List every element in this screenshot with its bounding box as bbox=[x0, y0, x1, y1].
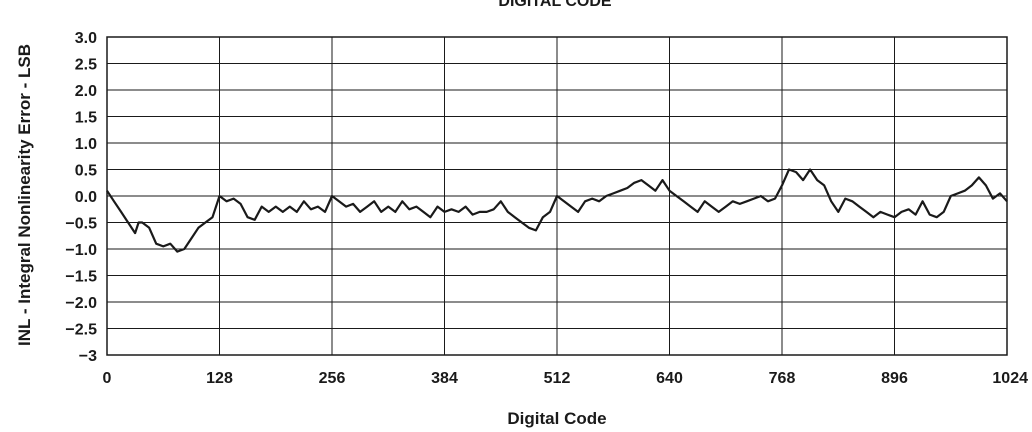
y-tick-label: −2.5 bbox=[65, 322, 97, 339]
x-tick-labels: 0 128 256 384 512 640 768 896 1024 bbox=[103, 370, 1029, 387]
x-tick-label: 128 bbox=[206, 370, 233, 387]
y-tick-label: −3 bbox=[79, 348, 97, 365]
y-tick-label: 1.5 bbox=[75, 110, 97, 127]
x-tick-label: 768 bbox=[769, 370, 796, 387]
x-tick-label: 896 bbox=[881, 370, 908, 387]
y-tick-label: −1.0 bbox=[65, 242, 97, 259]
x-axis-title: Digital Code bbox=[507, 409, 606, 428]
y-tick-labels: 3.0 2.5 2.0 1.5 1.0 0.5 0.0 −0.5 −1.0 −1.5 −2.0 −2.… bbox=[65, 30, 97, 365]
x-tick-label: 512 bbox=[544, 370, 571, 387]
y-tick-label: 1.0 bbox=[75, 136, 97, 153]
y-tick-label: 2.0 bbox=[75, 83, 97, 100]
y-axis-title: INL - Integral Nonlinearity Error - LSB bbox=[15, 44, 34, 346]
y-tick-label: 2.5 bbox=[75, 57, 97, 74]
x-tick-label: 640 bbox=[656, 370, 683, 387]
x-tick-label: 384 bbox=[431, 370, 458, 387]
y-tick-label: −0.5 bbox=[65, 216, 97, 233]
y-tick-label: −2.0 bbox=[65, 295, 97, 312]
x-tick-label: 0 bbox=[103, 370, 112, 387]
y-tick-label: 3.0 bbox=[75, 30, 97, 47]
plot-area bbox=[106, 36, 1008, 356]
x-tick-label: 256 bbox=[319, 370, 346, 387]
y-tick-label: 0.0 bbox=[75, 189, 97, 206]
y-tick-label: 0.5 bbox=[75, 163, 97, 180]
y-tick-label: −1.5 bbox=[65, 269, 97, 286]
inl-series-line bbox=[106, 168, 1008, 253]
chart-title: DIGITAL CODE bbox=[498, 0, 612, 10]
x-tick-label: 1024 bbox=[992, 370, 1028, 387]
